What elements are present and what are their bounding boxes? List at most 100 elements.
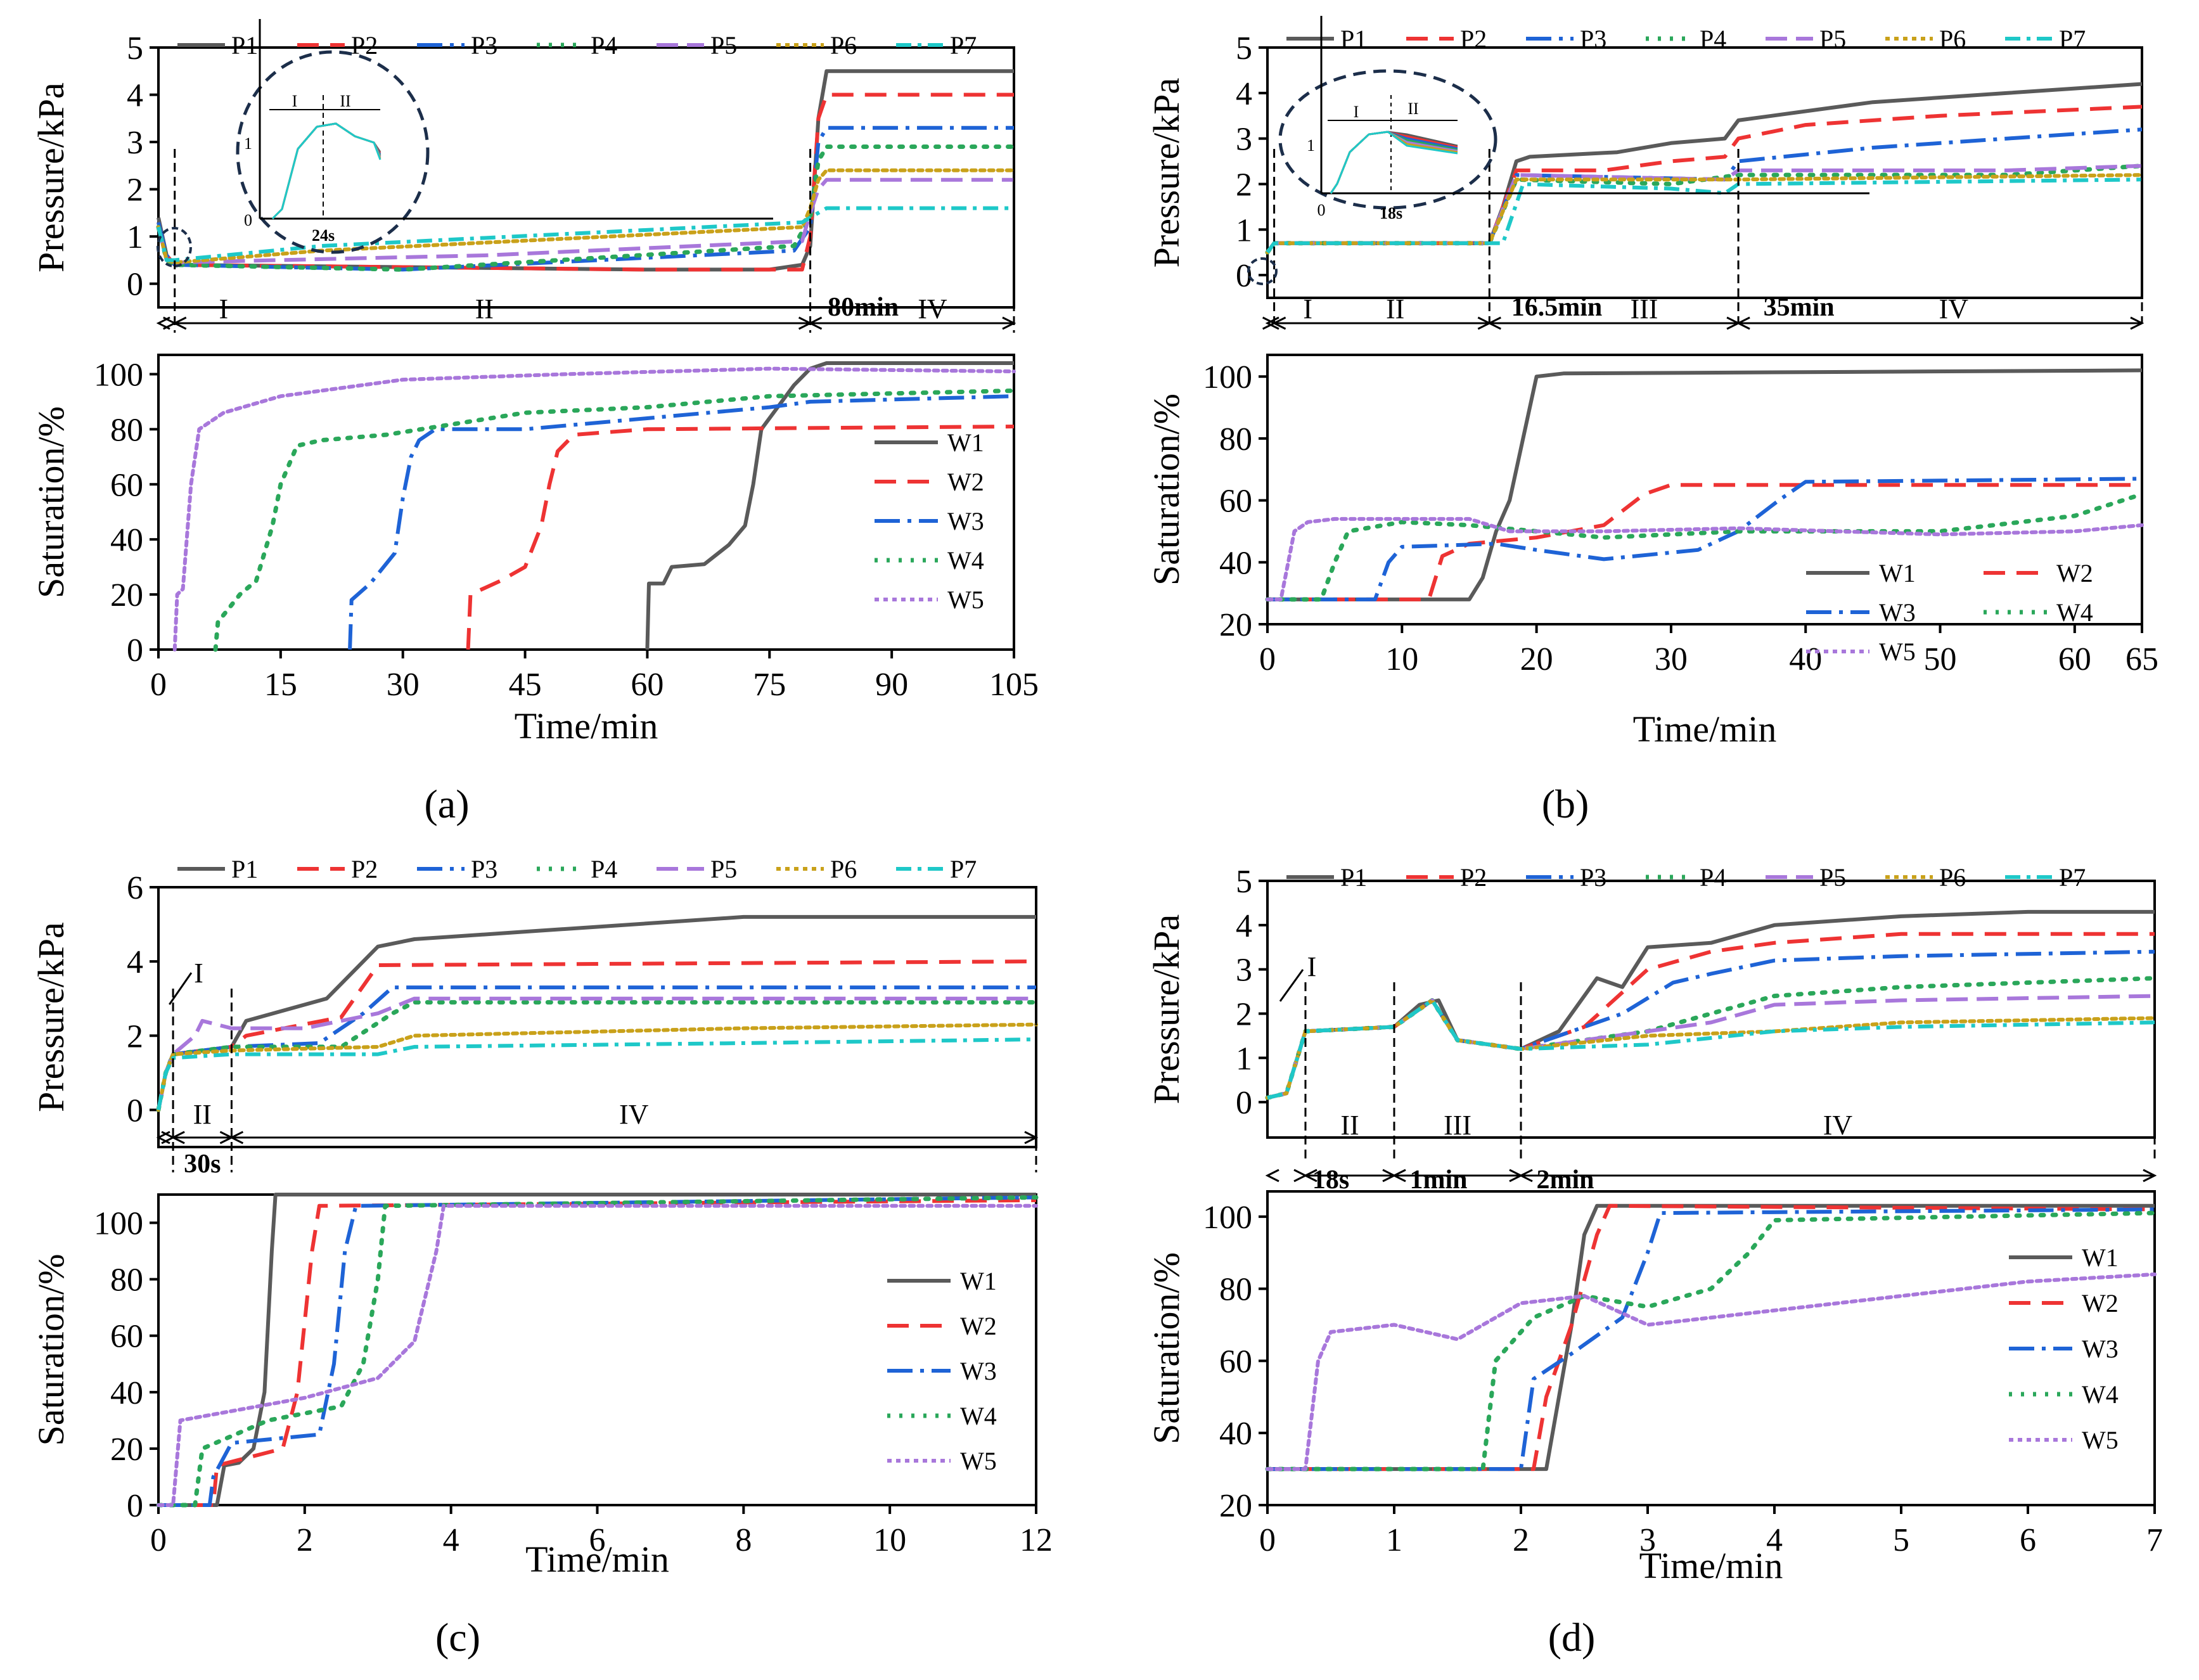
panel-a-inset-ytick: 0 <box>244 211 252 229</box>
panel-a-pressure-series-p6 <box>157 168 1016 265</box>
panel-b-inset-stage: II <box>1407 99 1418 118</box>
panel-a-stage-label: IV <box>918 293 947 324</box>
panel-c-pressure-legend-label-p3: P3 <box>471 855 497 883</box>
panel-c-pressure-legend-label-p2: P2 <box>351 855 378 883</box>
panel-c-annotation-30s: 30s <box>184 1150 221 1179</box>
panel-a-inset-series-p7 <box>271 122 381 220</box>
panel-b-inset-series-p7 <box>1330 131 1458 194</box>
panel-d-saturation-frame <box>1266 1190 2156 1506</box>
panel-d-saturation-ytick-label: 100 <box>1203 1200 1252 1236</box>
panel-c-saturation-frame <box>157 1193 1037 1506</box>
panel-b-inset-time: 18s <box>1380 204 1402 222</box>
panel-d-saturation-legend-label-w3: W3 <box>2082 1335 2119 1363</box>
panel-c-pressure-legend-label-p5: P5 <box>710 855 737 883</box>
panel-b-pressure-ytick-label: 3 <box>1236 122 1252 158</box>
panel-c-pressure-series-p3 <box>157 985 1036 1110</box>
panel-a-pressure-series-p2 <box>157 93 1014 272</box>
panel-b-saturation-xtick-label: 10 <box>1385 641 1418 677</box>
panel-c-pressure-legend-label-p4: P4 <box>591 855 617 883</box>
panel-a-inset-series-p3 <box>271 122 381 220</box>
panel-d-saturation-xtick-label: 2 <box>1513 1522 1529 1558</box>
panel-a-saturation-xtick-label: 30 <box>387 667 420 703</box>
panel-d-pressure-legend-label-p1: P1 <box>1340 863 1367 892</box>
panel-a-inset-circle <box>236 50 430 254</box>
panel-b-stage-label: III <box>1630 293 1658 324</box>
panel-c-saturation-xtick-label: 8 <box>735 1522 752 1558</box>
panel-d-pressure-series-p1 <box>1267 909 2155 1100</box>
panel-d-label: (d) <box>1548 1615 1596 1660</box>
panel-c-saturation-ytick-label: 80 <box>110 1262 143 1298</box>
panel-b-saturation-legend-label-w4: W4 <box>2056 598 2093 627</box>
panel-a-saturation-xtick-label: 15 <box>264 667 297 703</box>
panel-c-saturation-ytick-label: 100 <box>94 1206 143 1242</box>
panel-d-saturation-xtick-label: 7 <box>2146 1522 2163 1558</box>
panel-a-label: (a) <box>424 781 469 826</box>
panel-d-arrowhead <box>1518 1169 1533 1183</box>
panel-a-pressure-ytick-label: 2 <box>127 172 143 208</box>
panel-c-pressure-legend-label-p6: P6 <box>830 855 857 883</box>
panel-c-saturation-legend-label-w1: W1 <box>960 1267 997 1295</box>
panel-a-stage-label: I <box>219 293 229 324</box>
panel-b-inset-ytick: 0 <box>1317 201 1326 219</box>
panel-b-pressure-ytick-label: 4 <box>1236 76 1252 112</box>
panel-a-pressure-legend-label-p2: P2 <box>351 31 378 60</box>
panel-c-pressure-series-p6 <box>157 1022 1038 1112</box>
panel-b-xlabel: Time/min <box>1633 709 1777 750</box>
panel-a-arrowhead <box>172 316 187 330</box>
panel-d-annotation-1min: 1min <box>1409 1165 1467 1195</box>
panel-d-arrowhead <box>1303 1169 1317 1183</box>
panel-b-stage-label: II <box>1386 293 1404 324</box>
panel-c-pressure-ytick-label: 4 <box>127 944 143 980</box>
panel-d-stage-label: IV <box>1823 1110 1853 1141</box>
panel-c-arrowhead <box>1024 1131 1039 1145</box>
panel-d-saturation-legend-label-w1: W1 <box>2082 1243 2119 1272</box>
panel-c-saturation-legend-label-w2: W2 <box>960 1312 997 1340</box>
panel-b-saturation-legend-label-w3: W3 <box>1879 598 1916 627</box>
panel-d-pressure-ytick-label: 3 <box>1236 952 1252 989</box>
panel-d-pressure-series-p5 <box>1267 994 2155 1100</box>
panel-b-stage-label: I <box>1303 293 1312 324</box>
panel-d-saturation-xtick-label: 0 <box>1259 1522 1276 1558</box>
panel-b-stage-label: IV <box>1939 293 1969 324</box>
panel-d-pressure-legend-label-p6: P6 <box>1939 863 1966 892</box>
panel-d-pressure-legend-label-p4: P4 <box>1700 863 1726 892</box>
panel-b-saturation-ytick-label: 40 <box>1219 545 1252 581</box>
panel-a-saturation-series-w5 <box>172 366 1016 651</box>
panel-b-saturation-xtick-label: 0 <box>1259 641 1276 677</box>
panel-d-saturation-plot: 20 40 60 80 100 0 1 2 3 4 5 6 7 Saturation/% W1 W2 W3 W4 W… <box>1146 1190 2163 1558</box>
panel-a-saturation-series-w2 <box>466 425 1015 650</box>
panel-a-saturation-xtick-label: 60 <box>631 667 664 703</box>
panel-d-saturation-ytick-label: 60 <box>1219 1343 1252 1380</box>
panel-d-saturation-legend-label-w5: W5 <box>2082 1426 2119 1454</box>
panel-c-saturation-plot: 0 20 40 60 80 100 0 2 4 6 8 10 12 Saturation/% W1 W2 W3 W… <box>30 1193 1053 1558</box>
panel-c-arrowhead <box>156 1131 170 1145</box>
panel-a-pressure-ytick-label: 3 <box>127 125 143 161</box>
panel-b-pressure-legend-label-p2: P2 <box>1460 25 1487 53</box>
panel-d-arrowhead <box>1265 1169 1279 1183</box>
panel-b-saturation-ytick-label: 20 <box>1219 607 1252 643</box>
panel-a-saturation-ytick-label: 60 <box>110 467 143 503</box>
panel-b-arrowhead <box>1487 316 1501 330</box>
panel-a-saturation-xtick-label: 90 <box>875 667 908 703</box>
panel-a-pressure-ytick-label: 5 <box>127 30 143 67</box>
panel-a-saturation-legend-label-w4: W4 <box>947 546 984 575</box>
panel-c-pressure-ytick-label: 6 <box>127 870 143 906</box>
panel-d-pressure-legend-label-p2: P2 <box>1460 863 1487 892</box>
panel-d-saturation-xtick-label: 6 <box>2020 1522 2036 1558</box>
panel-c-saturation-xtick-label: 4 <box>443 1522 459 1558</box>
panel-b-saturation-series-w3 <box>1267 477 2143 601</box>
panel-a-pressure-series-p4 <box>156 144 1016 272</box>
panel-c-pressure-ylabel: Pressure/kPa <box>30 922 72 1112</box>
panel-a-inset-series-p1 <box>271 122 381 220</box>
panel-d-saturation-ytick-label: 20 <box>1219 1488 1252 1524</box>
panel-a-pressure-legend-label-p5: P5 <box>710 31 737 60</box>
panel-b-inset-series-p1 <box>1330 131 1458 194</box>
panel-b-inset-circle <box>1278 69 1497 210</box>
panel-b-pressure-frame <box>1266 46 2143 299</box>
